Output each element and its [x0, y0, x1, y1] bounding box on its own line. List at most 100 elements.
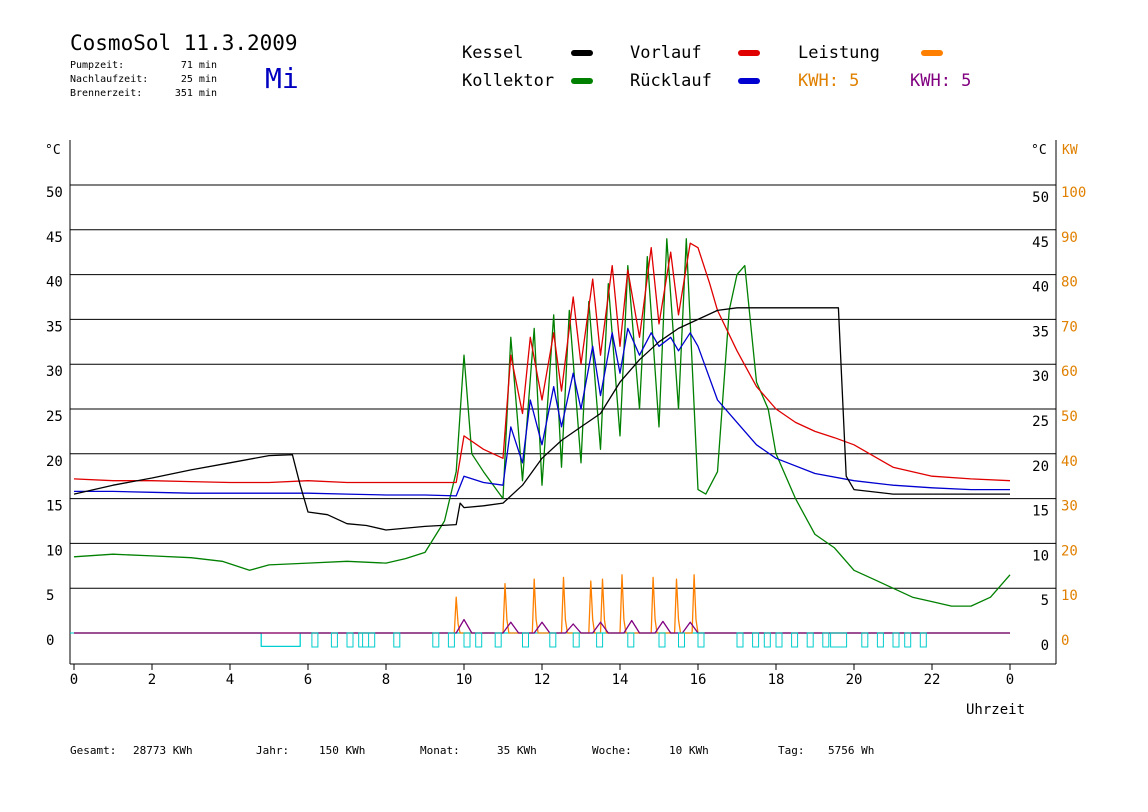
pump-marker: [432, 632, 440, 648]
y-tick-label-left: 30: [46, 364, 63, 380]
footer-label: Gesamt:: [70, 744, 116, 757]
y-tick-label-kw: 100: [1061, 185, 1086, 201]
pump-marker: [876, 632, 884, 648]
series-lines: [73, 238, 1011, 648]
series-line-leistung: [74, 574, 1010, 634]
footer-label: Woche:: [592, 744, 632, 757]
legend: Kessel Kollektor Vorlauf Rücklauf Leistung KW…: [462, 43, 971, 91]
y-tick-label-right: 20: [1032, 459, 1049, 475]
legend-label: Kollektor: [462, 71, 554, 91]
footer-label: Tag:: [778, 744, 805, 757]
legend-label: Vorlauf: [630, 43, 702, 63]
pump-marker: [861, 632, 869, 648]
pump-marker: [362, 632, 370, 648]
pump-marker: [658, 632, 666, 648]
y-tick-label-right: 10: [1032, 548, 1049, 564]
pump-marker: [763, 632, 771, 648]
y-tick-label-kw: 50: [1061, 409, 1078, 425]
pump-marker: [393, 632, 401, 648]
footer-label: Monat:: [420, 744, 460, 757]
pump-marker: [736, 632, 744, 648]
x-tick-label: 0: [1006, 672, 1014, 688]
y-tick-label-right: 30: [1032, 369, 1049, 385]
x-tick-label: 20: [846, 672, 863, 688]
y-tick-label-left: 35: [46, 319, 63, 335]
x-tick-label: 14: [612, 672, 629, 688]
y-tick-label-left: 15: [46, 499, 63, 515]
pump-marker: [494, 632, 502, 648]
series-line-rücklauf: [74, 327, 1010, 497]
y-tick-label-left: 5: [46, 588, 54, 604]
footer-value: 28773 KWh: [133, 744, 193, 757]
header-stats: Pumpzeit: 71 min Nachlaufzeit: 25 min Brenne…: [70, 60, 217, 99]
y-tick-label-kw: 60: [1061, 364, 1078, 380]
pump-marker: [330, 632, 338, 648]
y-tick-label-kw: 90: [1061, 230, 1078, 246]
stat-label: Pumpzeit:: [70, 60, 124, 71]
x-tick-label: 6: [304, 672, 312, 688]
y-tick-label-kw: 30: [1061, 499, 1078, 515]
kwh-label: KWH: 5: [910, 71, 971, 91]
pump-marker: [522, 632, 529, 648]
series-line-kessel: [74, 618, 1010, 634]
y-tick-label-kw: 20: [1061, 543, 1078, 559]
y-tick-label-right: 25: [1032, 414, 1049, 430]
series-line-pumpe: [74, 632, 1010, 648]
y-tick-label-kw: 10: [1061, 588, 1078, 604]
x-tick-label: 16: [690, 672, 707, 688]
pump-marker: [596, 632, 604, 648]
pump-marker: [806, 632, 814, 648]
pump-marker: [346, 632, 354, 648]
x-tick-label: 22: [924, 672, 941, 688]
chart-title: CosmoSol 11.3.2009: [70, 31, 298, 55]
y-tick-label-right: 50: [1032, 190, 1049, 206]
legend-label: Leistung: [798, 43, 880, 63]
footer-totals: Gesamt: 28773 KWh Jahr: 150 KWh Monat: 35 KWh…: [70, 744, 874, 757]
pump-marker: [463, 632, 471, 648]
x-tick-label: 10: [456, 672, 473, 688]
pump-marker: [678, 632, 685, 648]
pump-marker: [830, 632, 848, 648]
pump-marker: [822, 632, 830, 648]
x-tick-label: 18: [768, 672, 785, 688]
y-tick-label-right: 5: [1041, 593, 1049, 609]
y-tick-label-left: 50: [46, 185, 63, 201]
tick-labels: 0510152025303540455005101520253035404550…: [46, 185, 1086, 688]
pump-marker: [627, 632, 635, 648]
y-tick-label-left: 20: [46, 454, 63, 470]
series-line-kessel: [73, 307, 1010, 531]
y-tick-label-kw: 70: [1061, 319, 1078, 335]
footer-label: Jahr:: [256, 744, 289, 757]
x-tick-label: 2: [148, 672, 156, 688]
pump-marker: [549, 632, 557, 648]
x-tick-label: 12: [534, 672, 551, 688]
y-axis-label-left: °C: [45, 143, 61, 158]
y-axis-label-kw: KW: [1062, 143, 1078, 158]
y-tick-label-left: 25: [46, 409, 63, 425]
kwh-label: KWH: 5: [798, 71, 859, 91]
stat-label: Brennerzeit:: [70, 88, 142, 99]
pump-marker: [475, 632, 483, 648]
series-line-vorlauf: [73, 242, 1011, 484]
y-tick-label-left: 45: [46, 230, 63, 246]
pump-marker: [752, 632, 760, 648]
pump-markers: [311, 632, 927, 648]
y-tick-label-left: 0: [46, 633, 54, 649]
y-tick-label-right: 35: [1032, 324, 1049, 340]
y-axis-label-right: °C: [1031, 143, 1047, 158]
stat-label: Nachlaufzeit:: [70, 74, 148, 85]
legend-label: Rücklauf: [630, 71, 712, 91]
grid-lines: [70, 184, 1056, 589]
x-tick-label: 0: [70, 672, 78, 688]
y-tick-label-kw: 40: [1061, 454, 1078, 470]
weekday-label: Mi: [265, 62, 299, 95]
stat-value: 351 min: [175, 88, 217, 99]
footer-value: 5756 Wh: [828, 744, 874, 757]
series-line-kollektor: [73, 238, 1011, 607]
y-tick-label-right: 40: [1032, 280, 1049, 296]
pump-marker: [311, 632, 319, 648]
pump-marker: [775, 632, 783, 648]
y-tick-label-right: 0: [1041, 638, 1049, 654]
footer-value: 10 KWh: [669, 744, 709, 757]
